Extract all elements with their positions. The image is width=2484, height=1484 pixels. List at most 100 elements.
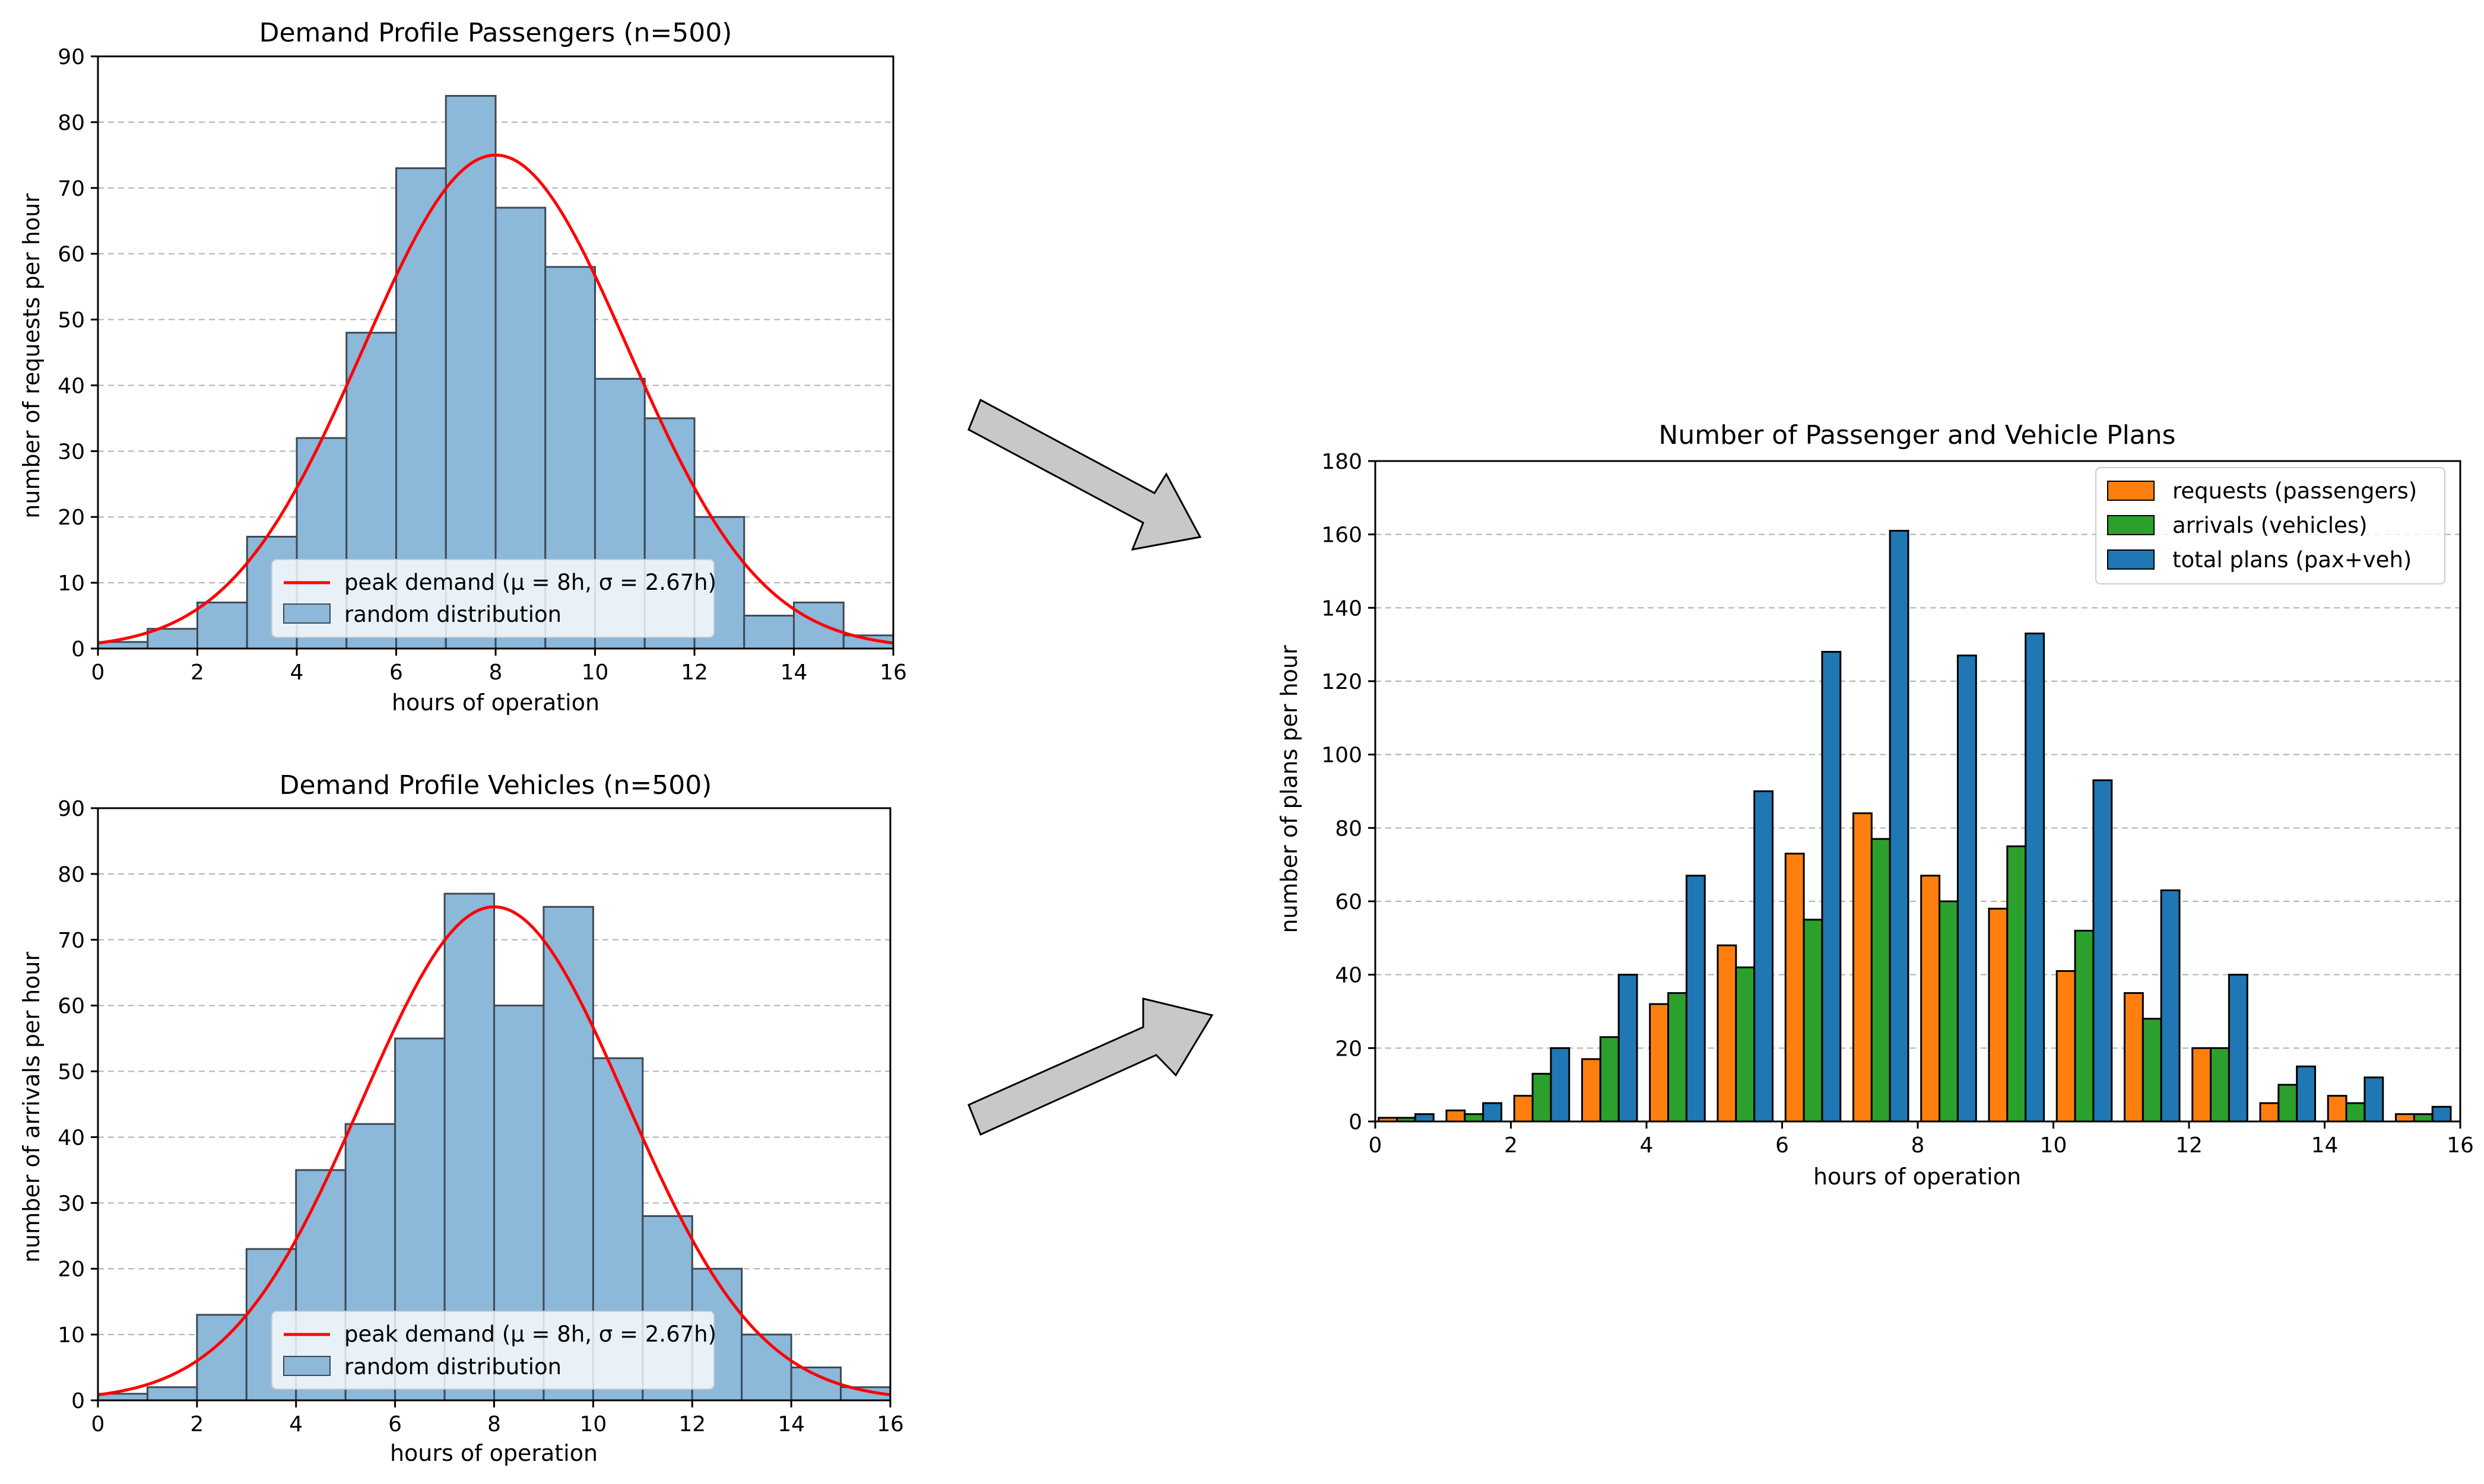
y-axis-label: number of requests per hour — [18, 193, 45, 519]
y-tick-label: 40 — [58, 374, 85, 398]
legend-box — [271, 559, 715, 638]
bar-requests — [1717, 944, 1737, 1123]
x-axis-label: hours of operation — [390, 1440, 598, 1466]
x-tick-label: 14 — [778, 1412, 805, 1437]
y-tick-label: 120 — [1321, 670, 1362, 694]
arrow-bottom-icon — [967, 997, 1214, 1136]
histogram-bar — [147, 628, 198, 650]
chart-demand-vehicles: Demand Profile Vehicles (n=500) 0 2 4 6 8 10 1… — [18, 770, 904, 1466]
x-tick-label: 16 — [880, 660, 907, 685]
bar-arrivals — [1464, 1113, 1484, 1123]
histogram-bar — [793, 601, 845, 650]
x-tick-label: 12 — [678, 1412, 706, 1437]
x-tick-label: 6 — [1775, 1133, 1789, 1158]
bar-arrivals — [1531, 1073, 1552, 1123]
bar-arrivals — [2074, 929, 2095, 1123]
y-tick-label: 30 — [58, 1191, 85, 1216]
x-tick-label: 6 — [389, 660, 403, 685]
legend-swatch-total — [2107, 549, 2155, 570]
y-tick-label: 30 — [58, 440, 85, 464]
histogram-bar — [741, 1333, 792, 1402]
peak-demand-curve — [97, 153, 894, 645]
x-ticks: 0 2 4 6 8 10 12 14 16 — [91, 649, 907, 685]
x-tick-label: 16 — [2447, 1133, 2474, 1158]
legend: requests (passengers) arrivals (vehicles… — [2095, 467, 2445, 584]
y-tick-label: 20 — [58, 506, 85, 530]
histogram-bar — [146, 1386, 198, 1402]
bar-total — [2296, 1065, 2317, 1123]
y-tick-label: 20 — [1335, 1037, 1362, 1061]
y-tick-label: 40 — [58, 1126, 85, 1150]
bar-total — [1956, 654, 1977, 1123]
y-tick-label: 60 — [1335, 890, 1362, 914]
y-ticks: 0 20 40 60 80 100 120 140 160 180 — [1321, 450, 1375, 1135]
legend-swatch-requests — [2107, 481, 2155, 501]
bar-total — [1414, 1113, 1435, 1123]
bar-requests — [2327, 1095, 2347, 1123]
y-tick-label: 0 — [71, 1389, 85, 1413]
x-tick-label: 4 — [289, 1412, 303, 1437]
x-tick-label: 2 — [190, 1412, 204, 1437]
legend-label-total: total plans (pax+veh) — [2172, 547, 2412, 573]
y-tick-label: 60 — [58, 994, 85, 1019]
legend-label-peak-demand: peak demand (μ = 8h, σ = 2.67h) — [344, 1321, 716, 1347]
x-axis-label: hours of operation — [1813, 1164, 2021, 1190]
bar-arrivals — [2006, 845, 2027, 1123]
x-tick-label: 14 — [2311, 1133, 2339, 1158]
x-tick-label: 12 — [2175, 1133, 2203, 1158]
bar-total — [1889, 529, 1909, 1123]
y-tick-label: 60 — [58, 243, 85, 267]
y-tick-label: 0 — [71, 637, 85, 662]
x-tick-label: 10 — [582, 660, 609, 685]
x-tick-label: 0 — [1369, 1133, 1382, 1158]
x-tick-label: 0 — [91, 660, 105, 685]
bar-total — [1685, 875, 1706, 1123]
bar-arrivals — [2142, 1018, 2162, 1123]
bar-total — [2431, 1105, 2452, 1123]
chart-title: Number of Passenger and Vehicle Plans — [1658, 420, 2175, 450]
bar-total — [1550, 1047, 1571, 1123]
x-tick-label: 8 — [487, 1412, 501, 1437]
x-axis-label: hours of operation — [392, 689, 599, 716]
x-tick-label: 0 — [91, 1412, 105, 1437]
legend-box — [2095, 467, 2445, 584]
bar-requests — [1988, 907, 2009, 1123]
chart-demand-passengers: Demand Profile Passengers (n=500) 0 2 4 6 8 1… — [18, 18, 907, 716]
legend-box — [271, 1311, 715, 1390]
x-tick-label: 4 — [290, 660, 304, 685]
legend: peak demand (μ = 8h, σ = 2.67h) random d… — [271, 1311, 716, 1390]
y-ticks: 0 10 20 30 40 50 60 70 80 90 — [58, 45, 98, 662]
bar-requests — [2055, 970, 2076, 1123]
x-tick-label: 2 — [1504, 1133, 1518, 1158]
bar-total — [2228, 974, 2248, 1123]
bar-arrivals — [2277, 1083, 2298, 1123]
peak-demand-curve — [97, 905, 891, 1397]
bar-requests — [2191, 1047, 2212, 1123]
x-tick-label: 2 — [191, 660, 204, 685]
legend-label-requests: requests (passengers) — [2172, 478, 2417, 504]
bar-total — [1482, 1102, 1503, 1123]
legend-patch-swatch — [283, 1356, 331, 1376]
x-ticks: 0 2 4 6 8 10 12 14 16 — [91, 1400, 904, 1437]
y-tick-label: 80 — [1335, 816, 1362, 841]
bar-requests — [1920, 875, 1941, 1123]
y-tick-label: 160 — [1321, 523, 1362, 548]
y-tick-label: 80 — [58, 111, 85, 135]
y-tick-label: 10 — [58, 1323, 85, 1348]
bar-requests — [1581, 1058, 1601, 1123]
bar-requests — [1649, 1003, 1670, 1123]
x-ticks: 0 2 4 6 8 10 12 14 16 — [1369, 1121, 2474, 1158]
y-tick-label: 50 — [58, 309, 85, 333]
bar-requests — [1513, 1095, 1534, 1123]
x-tick-label: 4 — [1640, 1133, 1654, 1158]
bar-requests — [2259, 1102, 2280, 1123]
arrow-top-icon — [967, 398, 1202, 551]
legend-label-peak-demand: peak demand (μ = 8h, σ = 2.67h) — [344, 570, 716, 595]
y-tick-label: 50 — [58, 1060, 85, 1085]
x-tick-label: 14 — [781, 660, 808, 685]
bar-arrivals — [1667, 992, 1687, 1123]
grid — [1375, 533, 2460, 1049]
y-tick-label: 40 — [1335, 964, 1362, 988]
histogram-bar — [790, 1367, 842, 1402]
